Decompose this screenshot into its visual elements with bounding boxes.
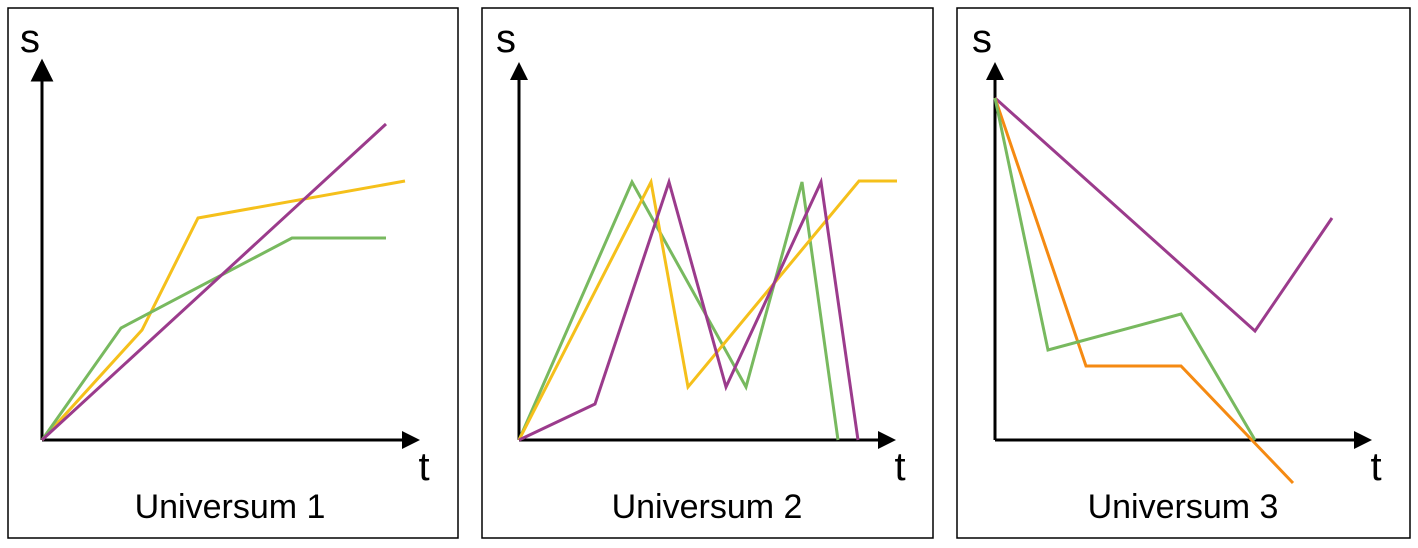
panel-caption: Universum 1 xyxy=(135,488,326,526)
x-arrow xyxy=(878,431,896,449)
panel: s t Universum 3 xyxy=(956,7,1411,539)
trajectory xyxy=(993,97,1295,485)
panel-caption: Universum 3 xyxy=(1088,488,1279,526)
x-axis-label: t xyxy=(1370,445,1381,489)
x-axis-label: t xyxy=(894,445,905,489)
trajectory xyxy=(40,122,388,442)
trajectory xyxy=(40,236,386,441)
trajectory xyxy=(518,176,860,442)
trajectory xyxy=(517,178,840,441)
x-axis-label: t xyxy=(418,445,429,489)
y-axis-label: s xyxy=(972,17,992,61)
y-arrow xyxy=(510,62,528,80)
panel-frame xyxy=(481,7,934,539)
y-arrow xyxy=(33,62,51,80)
panel-frame xyxy=(7,7,459,539)
x-arrow xyxy=(402,431,420,449)
trajectory xyxy=(40,179,406,442)
y-axis-label: s xyxy=(496,17,516,61)
panel: s t Universum 2 xyxy=(481,7,934,539)
panel: s t Universum 1 xyxy=(7,7,459,539)
trajectory xyxy=(993,96,1334,334)
x-arrow xyxy=(1354,431,1372,449)
panel-frame xyxy=(956,7,1411,539)
y-arrow xyxy=(986,62,1004,80)
trajectory xyxy=(993,97,1257,441)
y-axis-label: s xyxy=(20,17,40,61)
panel-caption: Universum 2 xyxy=(612,488,803,526)
trajectory xyxy=(517,177,897,441)
